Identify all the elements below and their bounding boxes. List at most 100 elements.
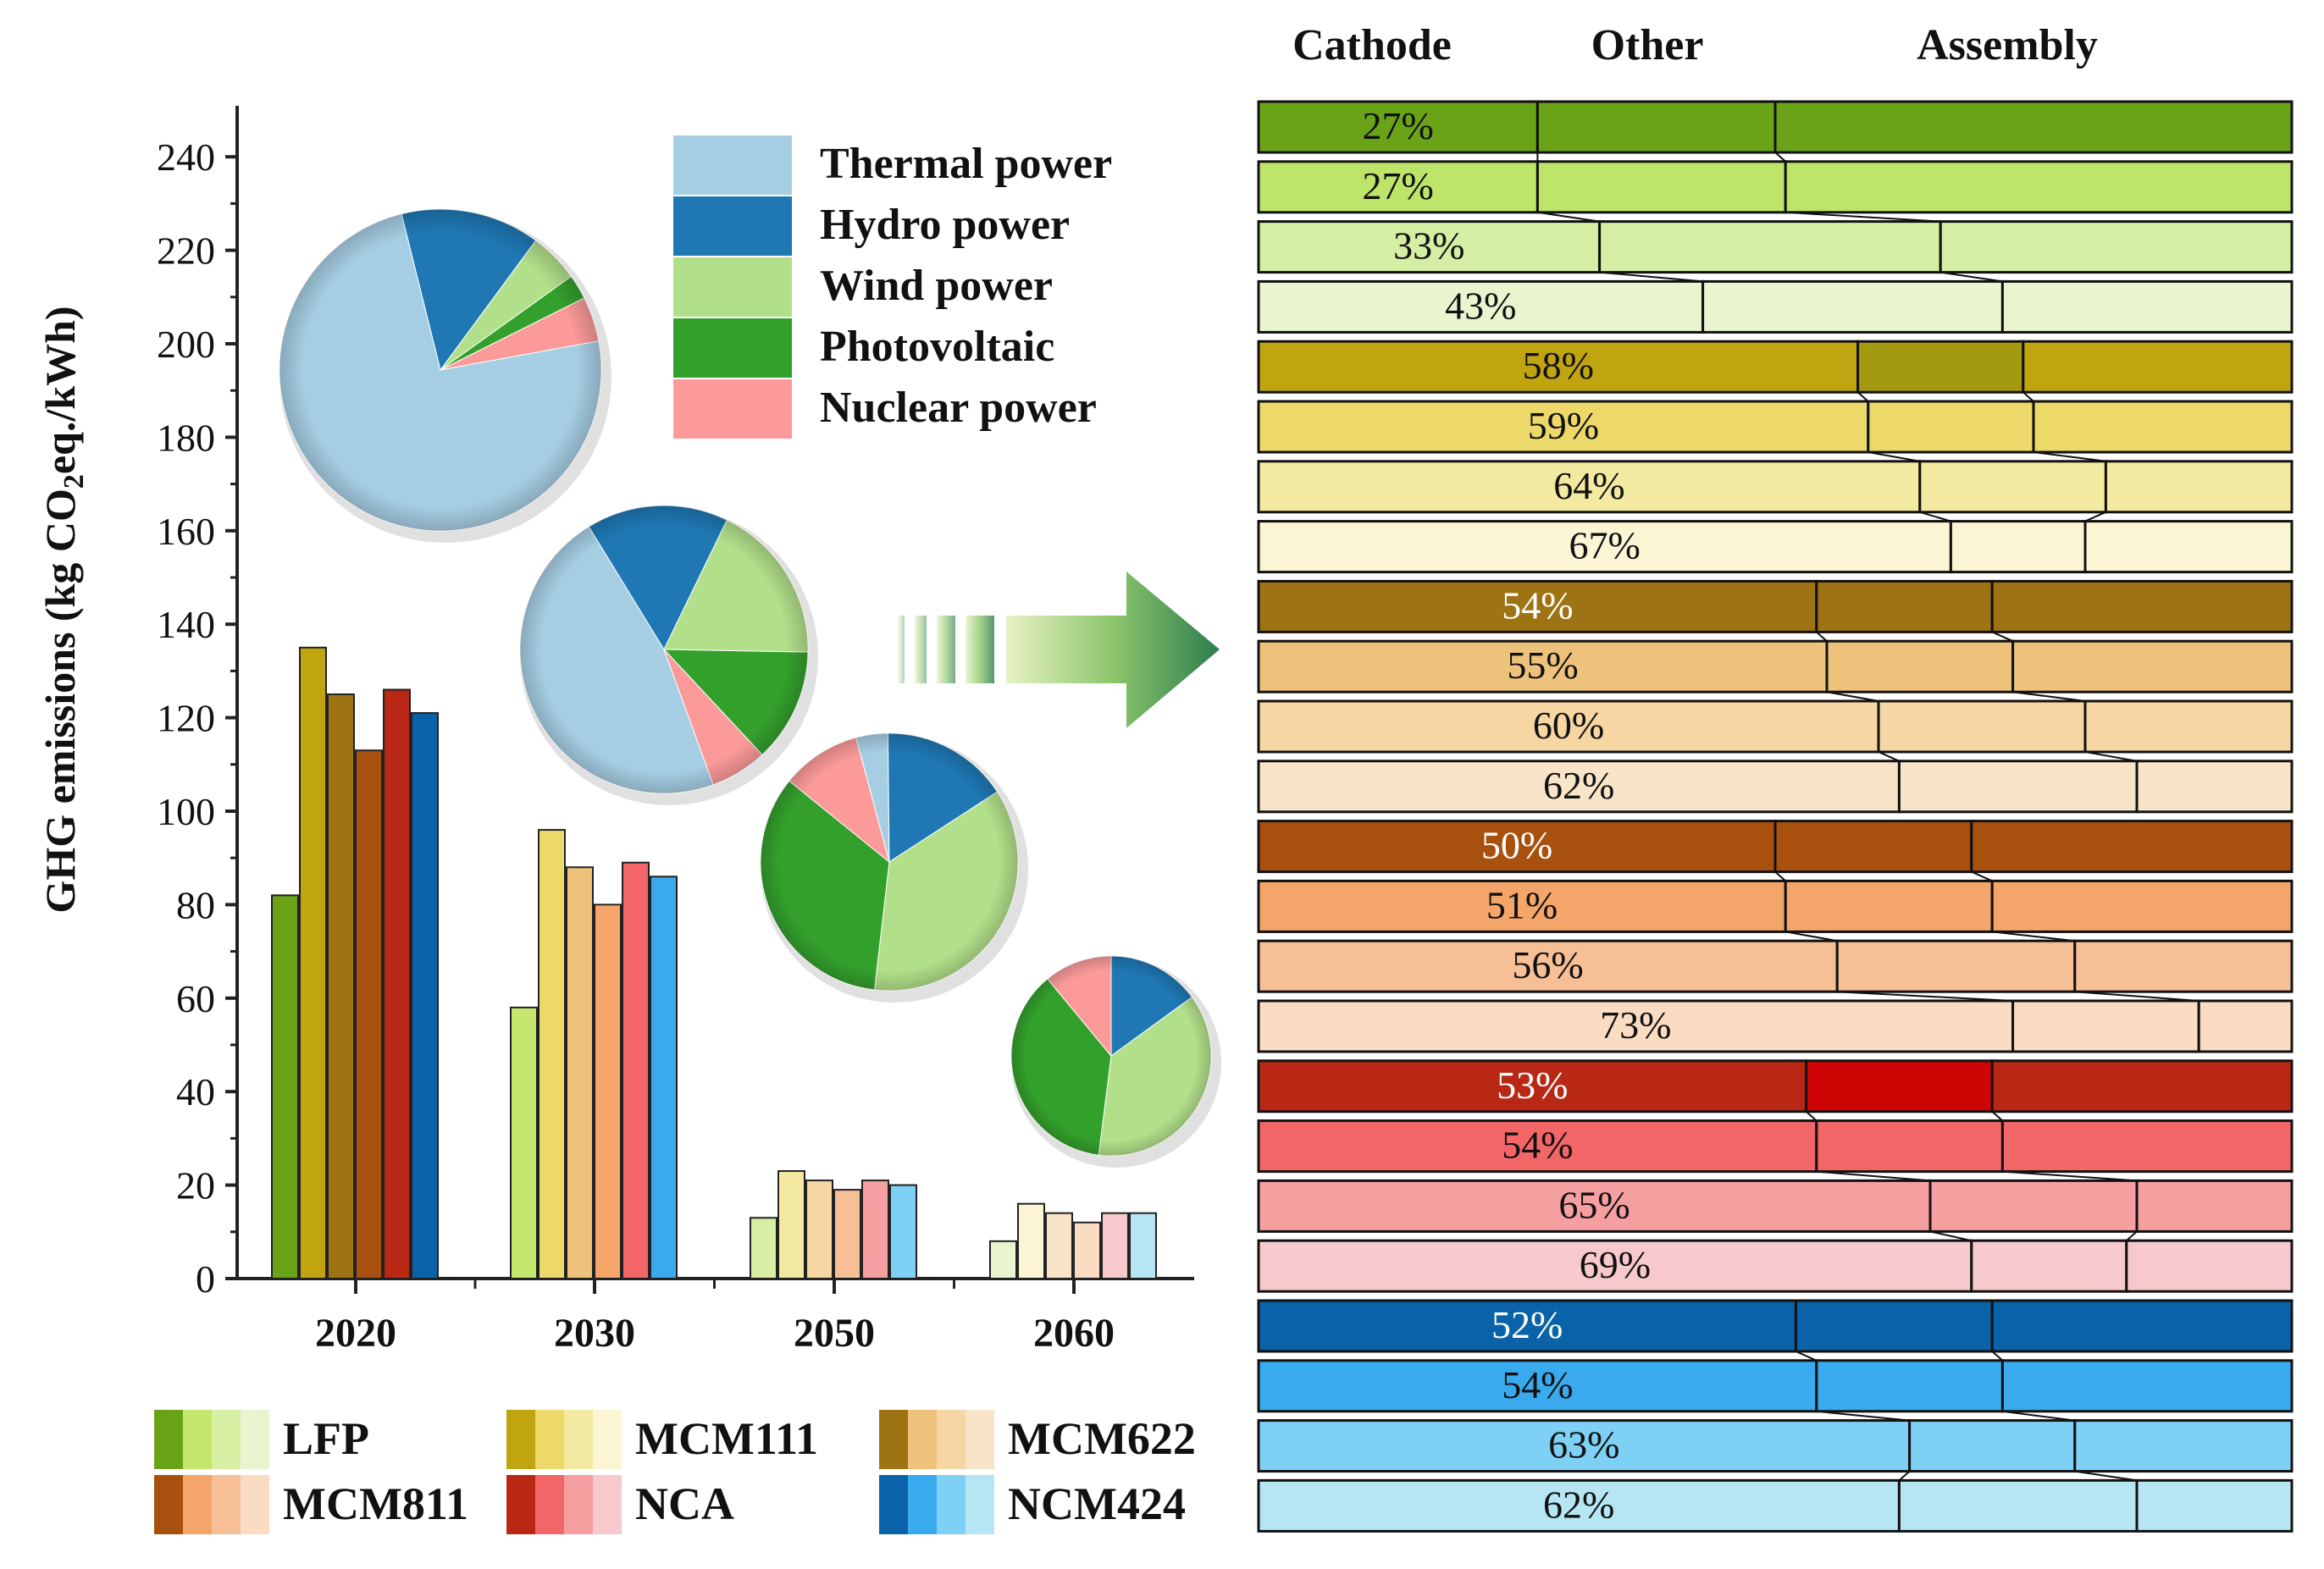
stacked-row: 54% [1257,579,2294,633]
legend-label: Thermal power [820,140,1112,188]
legend-swatch [673,318,792,378]
bar-nca-2060 [1101,1212,1129,1279]
legend-swatch-lfp [212,1410,241,1469]
segment-cathode [1257,879,1787,933]
contribution-stacked-bars: Cathode Other Assembly 27% 27% 33% 43%58% 59% 6… [1257,21,2294,1533]
connector [1991,1111,2004,1122]
y-tick-label: 200 [157,323,215,366]
stacked-row: 56% [1257,931,2294,993]
bar-mcm111-2050 [777,1170,805,1280]
legend-swatch-mcm811 [154,1475,183,1534]
segment-cathode [1257,1419,1912,1473]
stacked-row: 58% [1257,340,2294,394]
connector [1898,1470,1911,1482]
segment-cathode [1257,220,1602,274]
segment-cathode [1257,1359,1818,1413]
segment-assembly [1784,160,2294,214]
legend-swatch-lfp [241,1410,269,1469]
x-tick-label: 2050 [794,1311,875,1356]
segment-assembly [1990,579,2294,633]
connector [1940,271,2003,283]
connector [2074,991,2200,1002]
legend-label-mcm622: MCM622 [1008,1413,1196,1464]
y-axis: 0 20 40 60 80 100 120 140 160 180 200 220 240 [157,106,239,1301]
segment-cathode [1257,939,1839,993]
segment-assembly [2073,939,2294,993]
segment-cathode [1257,1478,1901,1533]
connector [1826,691,1879,702]
connector [1816,1170,1931,1182]
segment-assembly [2000,279,2294,334]
legend-label: Wind power [820,262,1053,310]
stacked-row: 27% [1257,152,2294,214]
stacked-row: 63% [1257,1410,2294,1473]
legend-swatch-mcm811 [183,1475,212,1534]
segment-assembly [2022,340,2294,394]
legend-swatch-mcm622 [966,1410,994,1469]
segment-assembly [1990,1299,2294,1353]
x-tick-label: 2060 [1033,1311,1115,1356]
segment-assembly [2135,760,2294,814]
legend-swatch-mcm811 [212,1475,241,1534]
bar-mcm622-2020 [327,693,355,1279]
stacked-row: 51% [1257,870,2294,933]
connector [1991,1351,2004,1362]
bar-lfp-2050 [750,1217,777,1279]
connector [1795,1351,1818,1362]
cathode-share-label: 65% [1558,1183,1630,1226]
bar-mcm811-2060 [1073,1221,1101,1280]
segment-other [1970,1239,2128,1293]
stacked-row: 54% [1257,1111,2294,1174]
segment-cathode [1257,1119,1818,1174]
pie-edge-shade [1011,956,1211,1156]
segment-other [1856,340,2025,394]
legend-swatch-nca [535,1475,564,1534]
segment-other [1908,1419,2077,1473]
cathode-share-label: 27% [1363,104,1434,147]
bar-mcm622-2060 [1045,1212,1073,1279]
legend-label: Nuclear power [820,384,1097,432]
segment-other [1835,939,2077,993]
legend-swatch-nca [564,1475,593,1534]
connector [1599,271,1703,283]
segment-assembly [2135,1179,2294,1233]
stacked-row: 43% [1257,271,2294,334]
segment-other [1784,879,1994,933]
pie-2030 [519,505,818,805]
connector [1537,211,1600,223]
segment-assembly [2000,1359,2294,1413]
connector [1837,991,2013,1002]
segment-cathode [1257,1299,1797,1353]
legend-swatch-nca [506,1475,535,1534]
pie-edge-shade [761,733,1018,991]
segment-assembly [2083,699,2294,754]
segment-cathode [1257,579,1818,633]
segment-assembly [2083,520,2294,574]
column-header: Other [1591,21,1704,69]
legend-label-mcm111: MCM111 [635,1413,818,1464]
segment-assembly [2000,1119,2294,1174]
connector [1868,451,1920,462]
cathode-share-label: 60% [1533,704,1604,747]
segment-other [1867,400,2035,454]
material-legend: LFP MCM111 MCM622 MCM811 NCA NCM424 [154,1410,1196,1534]
legend-swatch-mcm622 [908,1410,937,1469]
connector [1992,931,2075,942]
segment-other [1897,1478,2139,1533]
y-tick-label: 160 [157,510,215,553]
pie-edge-shade [520,506,808,793]
connector [1785,931,1838,942]
energy-source-legend: Thermal power Hydro power Wind power Photov… [673,135,1112,439]
cathode-share-label: 62% [1543,1483,1614,1526]
segment-assembly [2125,1239,2294,1293]
cathode-share-label: 67% [1569,524,1641,567]
segment-other [1794,1299,1994,1353]
segment-cathode [1257,1239,1973,1293]
segment-cathode [1257,699,1880,754]
segment-assembly [2104,460,2294,514]
connector [2126,1230,2138,1241]
column-header: Cathode [1292,21,1452,69]
segment-other [2011,999,2200,1053]
stacked-row: 59% [1257,391,2294,454]
bar-nca-2030 [622,861,650,1279]
